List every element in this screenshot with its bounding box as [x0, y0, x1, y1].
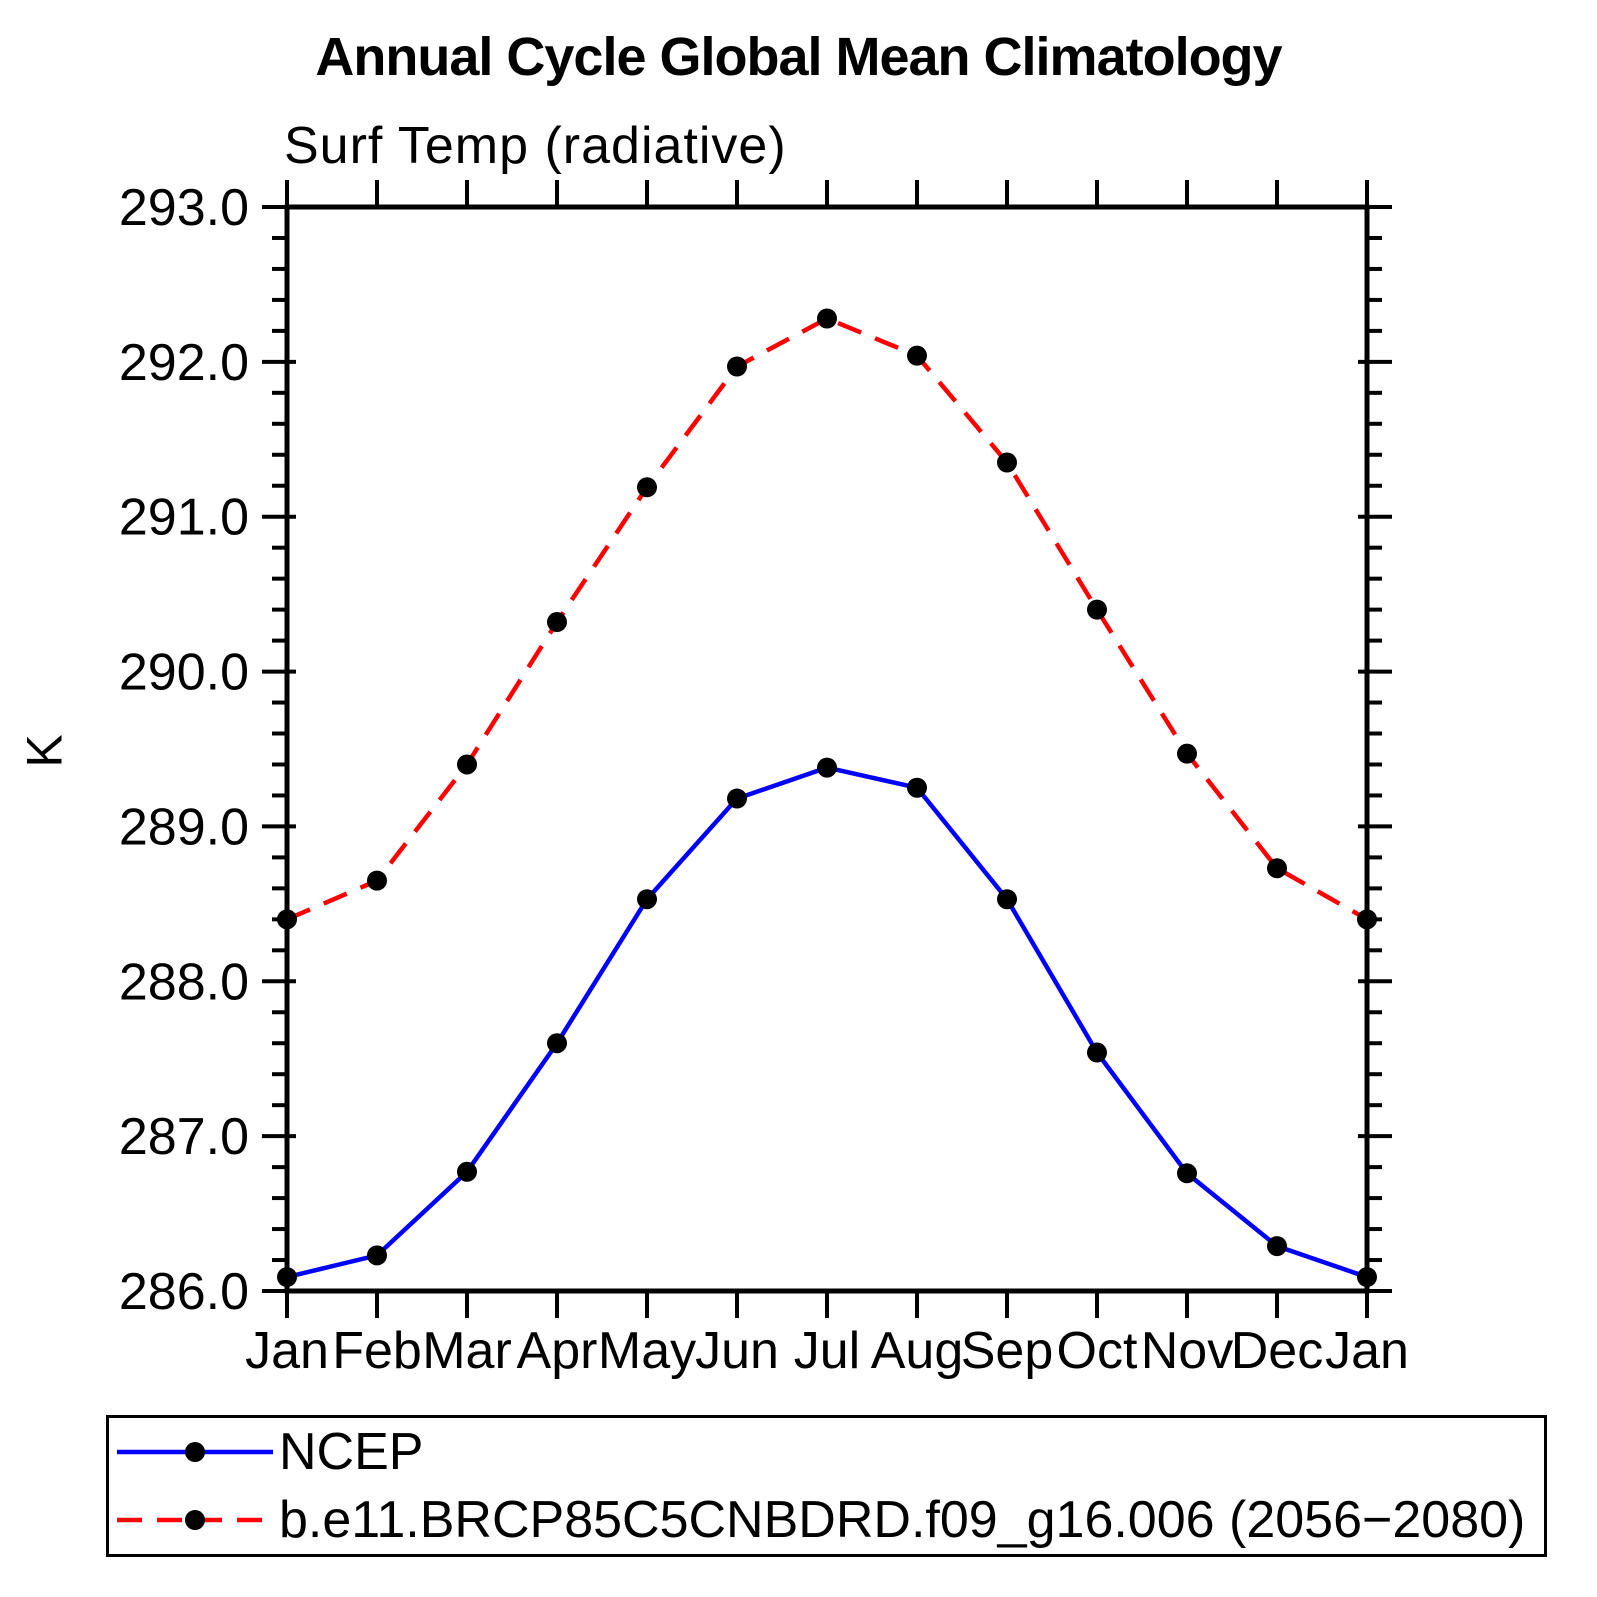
y-tick-label: 288.0 — [119, 953, 249, 1011]
data-point-series-1 — [1267, 858, 1287, 879]
x-tick-label: May — [598, 1322, 696, 1380]
data-point-series-0 — [457, 1161, 477, 1182]
y-tick-label: 287.0 — [119, 1108, 249, 1166]
data-point-series-0 — [1087, 1042, 1107, 1063]
data-point-series-1 — [817, 308, 837, 329]
x-tick-label: Apr — [517, 1322, 598, 1380]
y-tick-label: 290.0 — [119, 644, 249, 702]
data-point-series-0 — [277, 1267, 297, 1288]
data-point-series-1 — [727, 356, 747, 377]
y-tick-label: 291.0 — [119, 489, 249, 547]
data-point-series-0 — [1267, 1236, 1287, 1257]
legend-item-ncep: NCEP — [115, 1423, 1544, 1481]
data-point-series-1 — [547, 612, 567, 633]
data-point-series-0 — [637, 889, 657, 910]
legend-box: NCEP b.e11.BRCP85C5CNBDRD.f09_g16.006 (2… — [106, 1415, 1547, 1557]
data-point-series-0 — [997, 889, 1017, 910]
legend-label-ncep: NCEP — [279, 1423, 424, 1481]
y-tick-label: 292.0 — [119, 334, 249, 392]
data-point-series-1 — [1087, 599, 1107, 620]
x-tick-label: Dec — [1231, 1322, 1323, 1380]
data-point-series-0 — [1177, 1163, 1197, 1184]
data-point-series-1 — [997, 452, 1017, 473]
data-point-series-1 — [637, 477, 657, 498]
y-tick-label: 293.0 — [119, 179, 249, 237]
plot-frame — [284, 204, 1370, 1294]
data-point-series-1 — [1177, 743, 1197, 764]
x-tick-label: Sep — [961, 1322, 1054, 1380]
data-point-series-0 — [907, 777, 927, 798]
x-tick-label: Jan — [245, 1322, 329, 1380]
chart-subtitle: Surf Temp (radiative) — [284, 117, 787, 175]
legend-marker-icon — [185, 1442, 205, 1462]
x-tick-label: Aug — [871, 1322, 964, 1380]
y-tick-label: 286.0 — [119, 1263, 249, 1321]
series-line-0 — [286, 765, 1368, 1280]
data-point-series-1 — [277, 909, 297, 930]
data-point-series-0 — [727, 788, 747, 809]
chart-title: Annual Cycle Global Mean Climatology — [315, 27, 1282, 87]
legend-label-model: b.e11.BRCP85C5CNBDRD.f09_g16.006 (2056−2… — [279, 1491, 1526, 1549]
legend-line-sample-ncep — [117, 1442, 273, 1462]
y-tick-label: 289.0 — [119, 798, 249, 856]
x-tick-label: Nov — [1141, 1322, 1233, 1380]
data-point-series-0 — [1357, 1267, 1377, 1288]
x-tick-label: Jan — [1325, 1322, 1409, 1380]
x-tick-label: Jun — [695, 1322, 779, 1380]
legend-item-model: b.e11.BRCP85C5CNBDRD.f09_g16.006 (2056−2… — [115, 1491, 1544, 1549]
data-point-series-1 — [1357, 909, 1377, 930]
data-point-series-0 — [367, 1245, 387, 1266]
data-point-series-1 — [457, 754, 477, 775]
series-line-1 — [286, 316, 1369, 922]
x-tick-label: Jul — [794, 1322, 860, 1380]
data-point-series-0 — [547, 1033, 567, 1054]
data-point-series-1 — [367, 870, 387, 891]
data-point-series-1 — [907, 345, 927, 366]
x-tick-label: Mar — [422, 1322, 512, 1380]
x-tick-label: Feb — [332, 1322, 422, 1380]
legend-marker-icon — [185, 1510, 205, 1530]
legend-line-sample-model — [117, 1510, 273, 1530]
data-point-series-0 — [817, 757, 837, 778]
x-tick-label: Oct — [1057, 1322, 1138, 1380]
